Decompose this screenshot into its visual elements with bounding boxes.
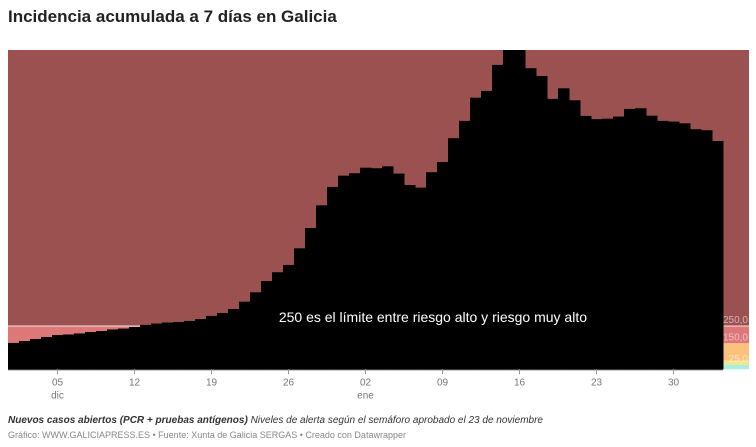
bar-07-dic — [74, 333, 86, 370]
bar-02-dic — [19, 341, 31, 370]
chart-title: Incidencia acumulada a 7 días en Galicia — [8, 7, 337, 26]
x-tick-sublabel: dic — [51, 390, 64, 401]
chart-notes: Nuevos casos abiertos (PCR + pruebas ant… — [8, 415, 543, 426]
bar-13-ene — [481, 90, 493, 370]
x-tick-label: 19 — [206, 377, 218, 388]
notes-text: Niveles de alerta según el semáforo apro… — [250, 415, 543, 426]
bar-28-dic — [305, 228, 317, 370]
bar-22-ene — [580, 115, 592, 370]
bar-20-dic — [217, 312, 229, 370]
bar-29-ene — [657, 120, 669, 370]
x-tick-label: 23 — [591, 377, 603, 388]
x-tick-label: 30 — [668, 377, 680, 388]
x-tick-label: 09 — [437, 377, 449, 388]
bar-13-dic — [140, 324, 152, 370]
bar-30-ene — [668, 121, 680, 370]
notes-bold: Nuevos casos abiertos (PCR + pruebas ant… — [8, 415, 248, 426]
bar-06-dic — [63, 334, 75, 370]
bar-09-ene — [437, 161, 449, 370]
bar-11-dic — [118, 328, 130, 370]
bar-21-dic — [228, 308, 240, 370]
bar-08-ene — [426, 172, 438, 370]
bar-15-ene — [503, 50, 515, 370]
x-tick-sublabel: ene — [357, 390, 374, 401]
bar-01-dic — [8, 342, 20, 370]
bar-08-dic — [85, 332, 97, 370]
bar-26-ene — [624, 108, 636, 370]
bar-15-dic — [162, 322, 174, 370]
bar-09-dic — [96, 330, 108, 370]
bar-27-ene — [635, 108, 647, 370]
bar-31-ene — [679, 123, 691, 370]
threshold-annotation: 250 es el límite entre riesgo alto y rie… — [279, 309, 587, 325]
y-label: 25,0 — [729, 354, 749, 365]
bar-11-ene — [459, 120, 471, 370]
bar-31-dic — [338, 175, 350, 370]
bar-05-dic — [52, 334, 64, 370]
bar-03-dic — [30, 338, 42, 370]
x-tick-label: 12 — [129, 377, 141, 388]
bar-24-dic — [261, 281, 273, 370]
bar-16-dic — [173, 321, 185, 370]
x-tick-label: 26 — [283, 377, 295, 388]
bar-02-feb — [701, 130, 713, 370]
incidence-chart: 250,0 150,0 25,0 05 dic 12 19 26 02 ene 09 16 23 30 25… — [8, 50, 749, 401]
bar-21-ene — [569, 100, 581, 370]
bar-05-ene — [393, 173, 405, 370]
bar-18-dic — [195, 319, 207, 370]
x-tick-label: 16 — [514, 377, 526, 388]
bar-20-ene — [558, 88, 570, 370]
bar-01-ene — [349, 173, 361, 370]
bar-18-ene — [536, 76, 548, 370]
bar-30-dic — [327, 186, 339, 370]
bar-28-ene — [646, 115, 658, 370]
bar-14-ene — [492, 64, 504, 370]
bar-01-feb — [690, 129, 702, 370]
chart-credits: Gráfico: WWW.GALICIAPRESS.ES • Fuente: X… — [8, 430, 406, 440]
y-label: 250,0 — [723, 315, 748, 326]
bar-12-ene — [470, 97, 482, 370]
bar-04-dic — [41, 337, 53, 370]
bar-10-dic — [107, 329, 119, 370]
bar-17-ene — [525, 68, 537, 370]
y-label: 150,0 — [723, 332, 748, 343]
bar-22-dic — [239, 301, 251, 370]
bar-03-ene — [371, 168, 383, 370]
bar-12-dic — [129, 327, 141, 370]
bar-14-dic — [151, 323, 163, 370]
bar-19-dic — [206, 315, 218, 370]
x-tick-label: 05 — [52, 377, 64, 388]
bar-17-dic — [184, 320, 196, 370]
bar-29-dic — [316, 205, 328, 370]
bar-26-dic — [283, 264, 295, 370]
bar-19-ene — [547, 98, 559, 370]
bar-03-feb — [712, 141, 724, 370]
bar-04-ene — [382, 166, 394, 370]
bar-06-ene — [404, 185, 416, 370]
bar-27-dic — [294, 248, 306, 370]
bar-24-ene — [602, 118, 614, 370]
bar-02-ene — [360, 167, 372, 370]
bar-23-ene — [591, 119, 603, 370]
x-tick-label: 02 — [360, 377, 372, 388]
bar-23-dic — [250, 292, 262, 370]
bar-07-ene — [415, 187, 427, 370]
bar-10-ene — [448, 138, 460, 370]
bar-25-ene — [613, 116, 625, 370]
bar-25-dic — [272, 272, 284, 370]
bar-16-ene — [514, 50, 526, 370]
